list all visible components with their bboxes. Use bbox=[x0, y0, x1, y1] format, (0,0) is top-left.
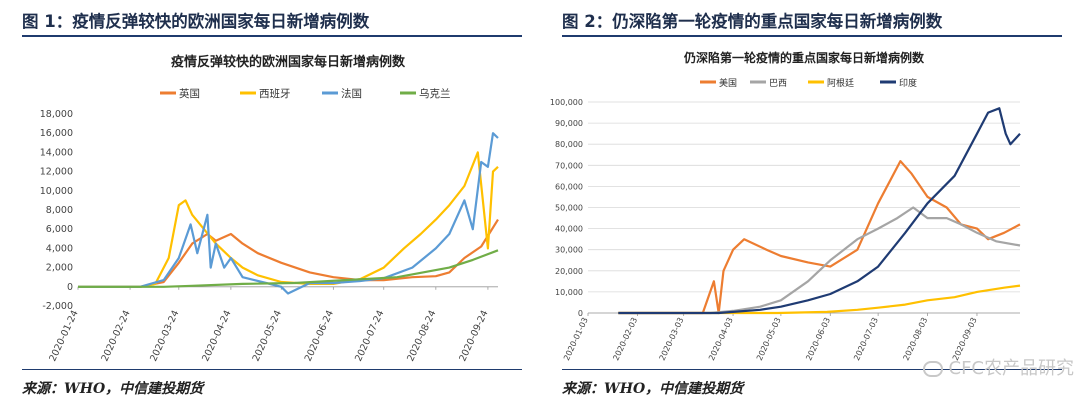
x-tick-label: 2020-02-24 bbox=[99, 309, 132, 364]
y-tick-label: 90,000 bbox=[555, 119, 583, 128]
series-line-2 bbox=[78, 151, 499, 288]
legend-item: 乌克兰 bbox=[400, 87, 451, 100]
legend-item: 印度 bbox=[880, 77, 917, 89]
legend-label: 阿根廷 bbox=[827, 77, 854, 89]
legend-item: 法国 bbox=[322, 87, 362, 100]
x-tick-label: 2020-05-03 bbox=[755, 316, 783, 362]
series-line-3 bbox=[78, 132, 499, 295]
y-tick-label: 10,000 bbox=[40, 186, 73, 197]
series-line-4 bbox=[618, 107, 1021, 315]
x-tick-label: 2020-03-24 bbox=[148, 309, 181, 364]
x-tick-label: 2020-01-24 bbox=[47, 309, 80, 364]
legend-label: 西班牙 bbox=[259, 88, 291, 100]
x-tick-label: 2020-07-03 bbox=[852, 316, 880, 362]
y-tick-label: 18,000 bbox=[40, 109, 73, 120]
chart-title: 疫情反弹较快的欧洲国家每日新增病例数 bbox=[171, 54, 406, 70]
legend-item: 英国 bbox=[160, 87, 200, 100]
y-tick-label: 4,000 bbox=[46, 243, 73, 254]
y-tick-label: 2,000 bbox=[46, 263, 73, 274]
source-note: 来源：WHO，中信建投期货 bbox=[562, 381, 744, 397]
y-tick-label: 8,000 bbox=[46, 205, 73, 216]
chart-title: 仍深陷第一轮疫情的重点国家每日新增病例数 bbox=[683, 50, 925, 65]
y-tick-label: 30,000 bbox=[555, 246, 583, 255]
left-figure-panel: 图 1：疫情反弹较快的欧洲国家每日新增病例数 疫情反弹较快的欧洲国家每日新增病例… bbox=[22, 12, 522, 397]
x-tick-label: 2020-01-03 bbox=[562, 316, 590, 362]
x-tick-label: 2020-08-24 bbox=[405, 309, 438, 364]
y-tick-label: 20,000 bbox=[555, 267, 583, 276]
y-tick-label: 60,000 bbox=[555, 182, 583, 191]
x-tick-label: 2020-06-24 bbox=[303, 309, 336, 364]
y-tick-label: 80,000 bbox=[555, 140, 583, 149]
figure-1-title: 图 1：疫情反弹较快的欧洲国家每日新增病例数 bbox=[22, 12, 370, 31]
right-figure-panel: 图 2：仍深陷第一轮疫情的重点国家每日新增病例数 仍深陷第一轮疫情的重点国家每日… bbox=[540, 0, 1080, 415]
y-tick-label: -2,000 bbox=[42, 301, 73, 312]
series-line-1 bbox=[78, 219, 499, 288]
bottom-rule bbox=[562, 369, 1062, 370]
y-tick-label: 0 bbox=[67, 282, 73, 293]
y-tick-label: 50,000 bbox=[555, 204, 583, 213]
watermark: CFC农产品研究 bbox=[922, 354, 1075, 380]
x-tick-label: 2020-09-24 bbox=[457, 309, 490, 364]
chart-europe-daily-cases: 疫情反弹较快的欧洲国家每日新增病例数 -2,000 0 2,000 4,000 6,000… bbox=[40, 54, 499, 364]
legend-item: 西班牙 bbox=[240, 88, 291, 100]
figure-2-title: 图 2：仍深陷第一轮疫情的重点国家每日新增病例数 bbox=[562, 12, 943, 31]
watermark-text: CFC农产品研究 bbox=[948, 358, 1075, 379]
legend-label: 乌克兰 bbox=[419, 87, 451, 100]
y-tick-label: 12,000 bbox=[40, 167, 73, 178]
y-tick-label: 16,000 bbox=[40, 128, 73, 139]
wechat-icon bbox=[922, 361, 943, 377]
series-line-1 bbox=[618, 159, 1021, 315]
x-tick-label: 2020-07-24 bbox=[353, 309, 386, 364]
series-line-2 bbox=[618, 206, 1021, 315]
bottom-rule bbox=[22, 369, 522, 370]
legend-label: 印度 bbox=[899, 77, 917, 89]
legend-item: 阿根廷 bbox=[808, 77, 854, 89]
x-tick-label: 2020-03-03 bbox=[658, 316, 686, 362]
top-rule bbox=[22, 35, 522, 37]
legend-label: 巴西 bbox=[769, 78, 787, 89]
x-tick-label: 2020-04-03 bbox=[707, 316, 735, 362]
y-tick-label: 6,000 bbox=[46, 224, 73, 235]
source-note: 来源：WHO，中信建投期货 bbox=[22, 381, 204, 397]
legend-label: 美国 bbox=[719, 77, 737, 89]
y-tick-label: 70,000 bbox=[555, 161, 583, 170]
legend-label: 法国 bbox=[341, 87, 362, 100]
y-tick-label: 0 bbox=[578, 309, 583, 318]
x-tick-label: 2020-02-03 bbox=[611, 316, 639, 362]
x-tick-label: 2020-05-24 bbox=[251, 309, 284, 364]
y-tick-label: 40,000 bbox=[555, 225, 583, 234]
chart-first-wave-countries-daily-cases: 仍深陷第一轮疫情的重点国家每日新增病例数 0 10,000 20,000 30,000 4… bbox=[550, 50, 1021, 362]
series-line-4 bbox=[78, 249, 499, 288]
series-line-3 bbox=[618, 284, 1021, 315]
y-tick-label: 10,000 bbox=[555, 288, 583, 297]
legend-item: 巴西 bbox=[750, 78, 787, 89]
legend-item: 美国 bbox=[700, 77, 737, 89]
top-rule bbox=[562, 35, 1062, 37]
x-tick-label: 2020-06-03 bbox=[804, 316, 832, 362]
legend-label: 英国 bbox=[179, 87, 200, 100]
y-tick-label: 14,000 bbox=[40, 147, 73, 158]
y-tick-label: 100,000 bbox=[550, 98, 583, 107]
x-tick-label: 2020-04-24 bbox=[200, 309, 233, 364]
